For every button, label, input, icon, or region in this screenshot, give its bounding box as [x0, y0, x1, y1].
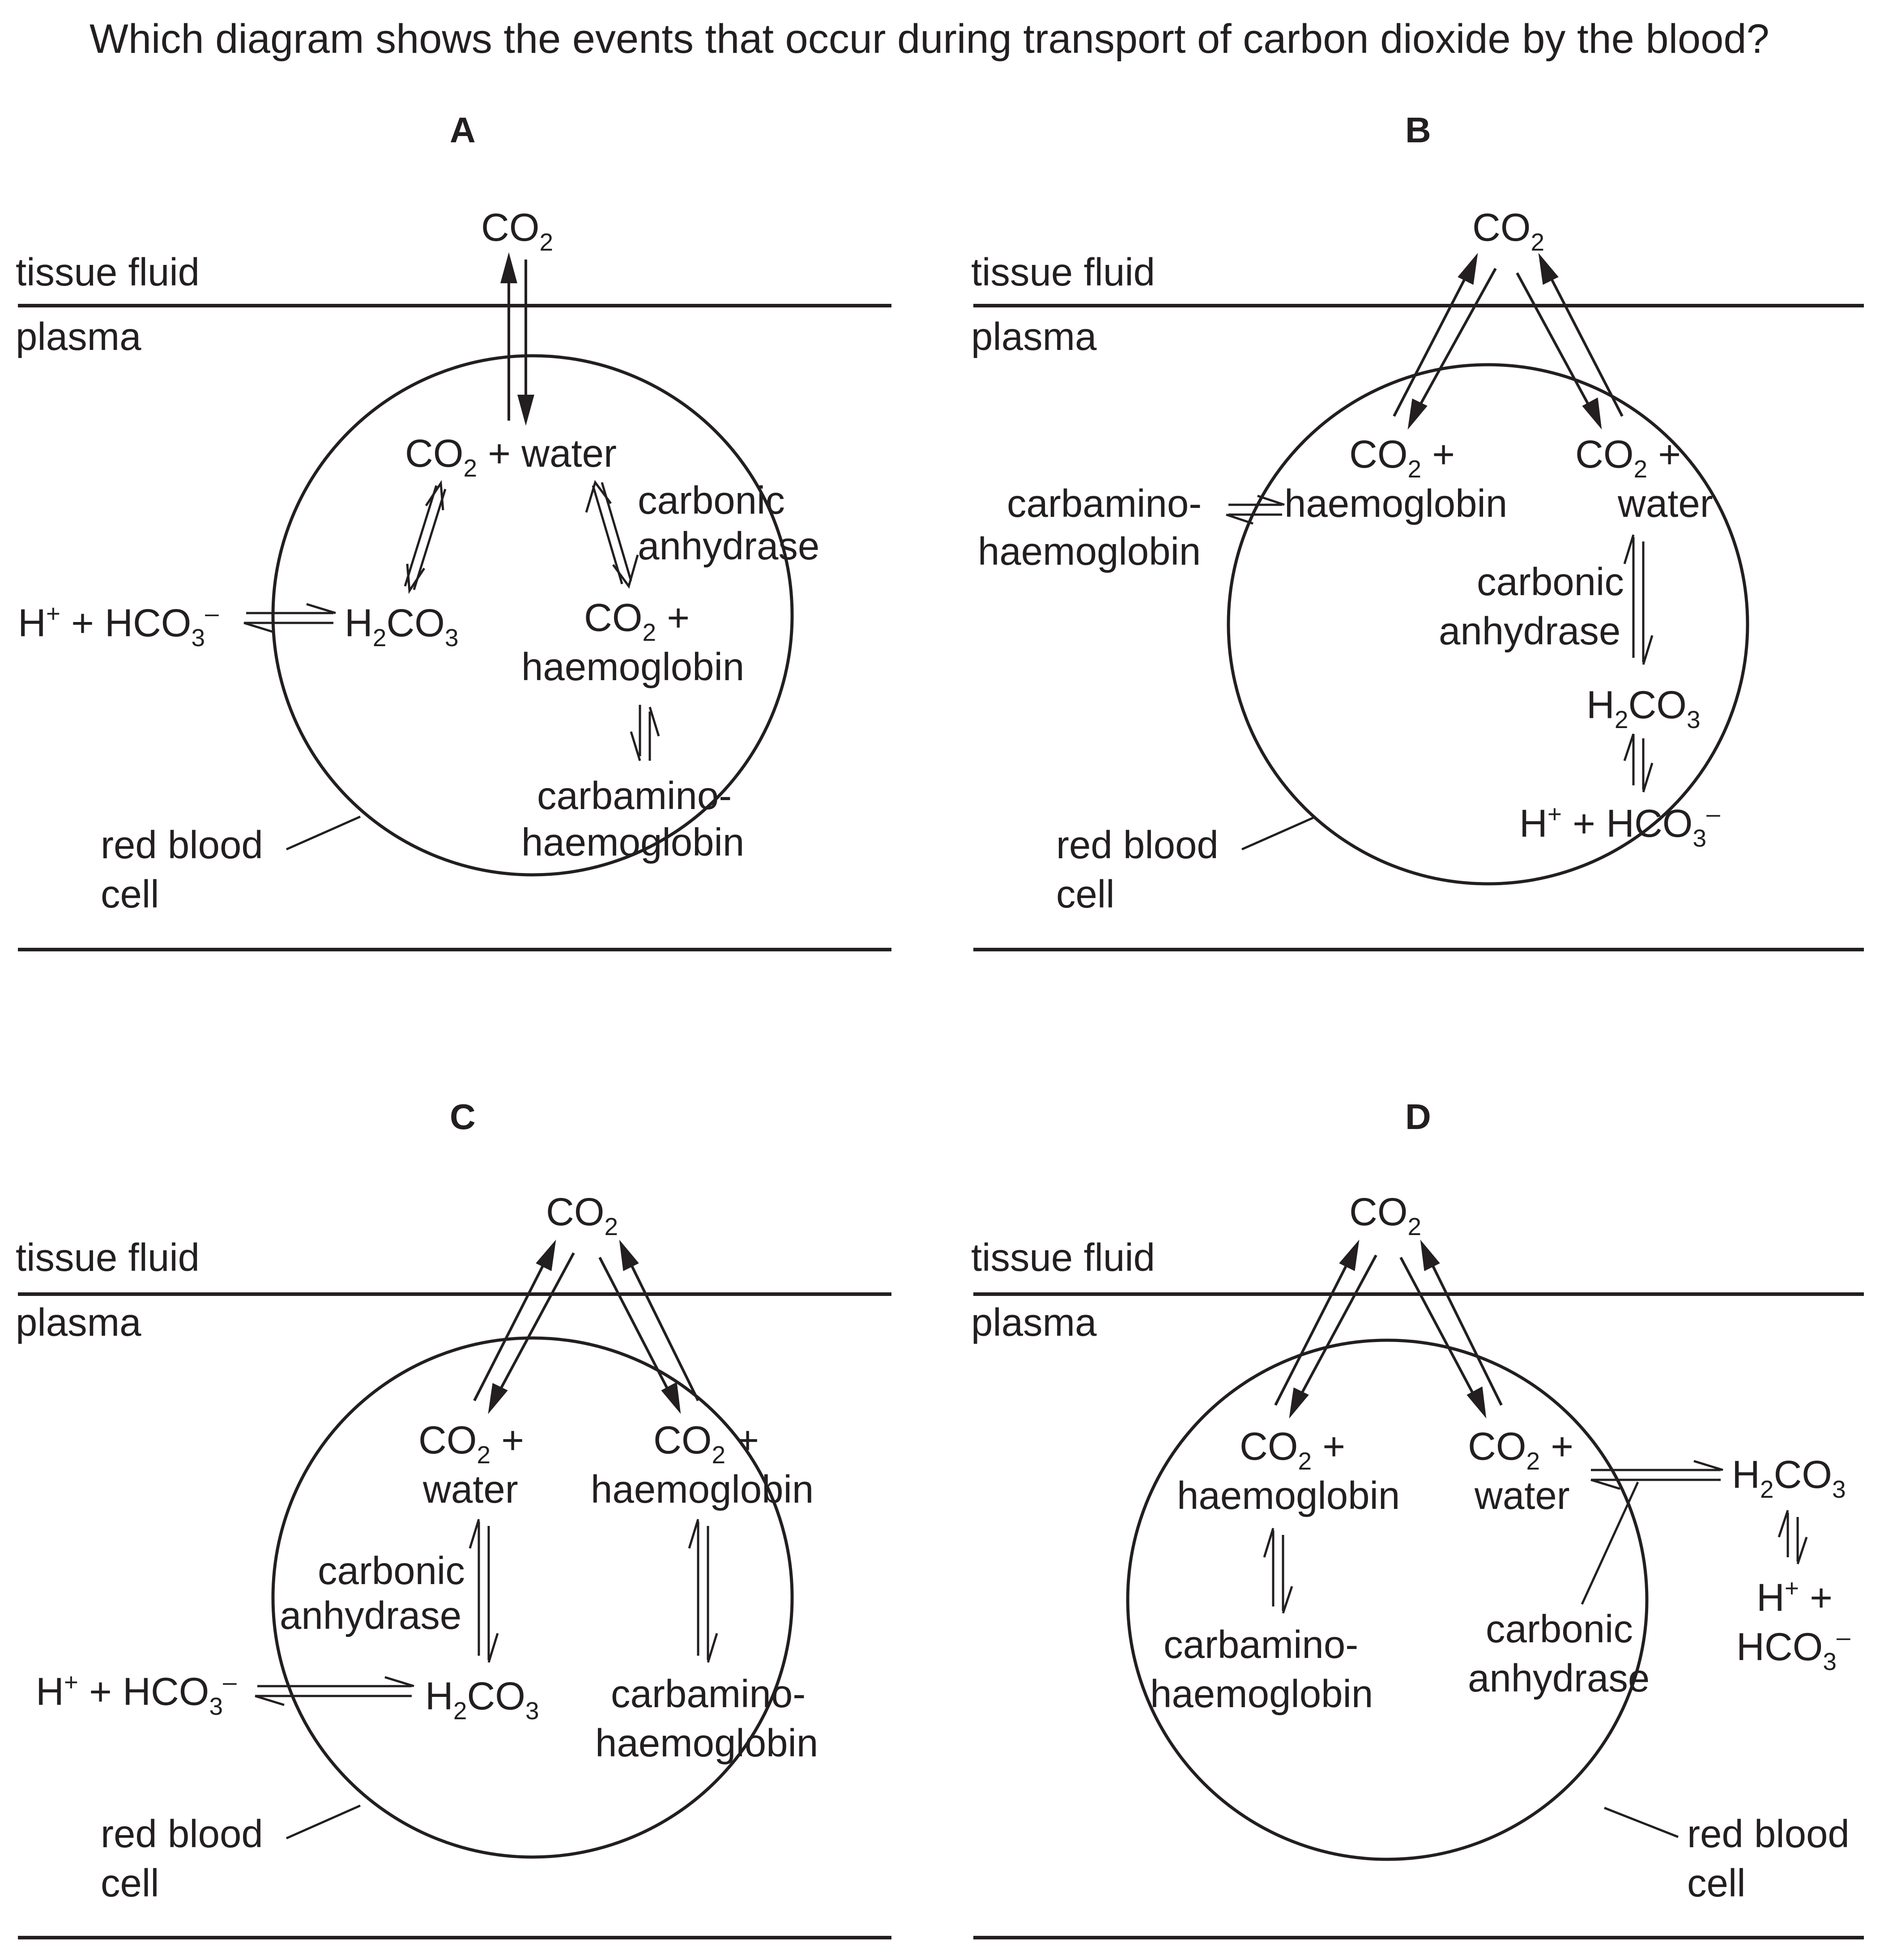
- anhydrase-label: anhydrase: [638, 524, 819, 568]
- haemoglobin-label: haemoglobin: [1177, 1474, 1400, 1517]
- pointer-line: [1241, 815, 1317, 851]
- tissue-fluid-label: tissue fluid: [16, 251, 200, 294]
- h-hco3-label: H+ + HCO3–: [18, 599, 219, 652]
- co2-label: CO2: [1349, 1190, 1421, 1240]
- water-label: water: [422, 1468, 518, 1511]
- co2-label: CO2: [546, 1190, 618, 1240]
- equilibrium-arrow: [630, 705, 660, 761]
- equilibrium-arrow: [1263, 1528, 1293, 1614]
- red-blood-label: red blood: [1056, 823, 1219, 867]
- equilibrium-arrow: [255, 1676, 414, 1706]
- co2-label: CO2: [481, 206, 553, 256]
- haemoglobin-label: haemoglobin: [1284, 482, 1507, 525]
- co2-water-label: CO2 + water: [405, 432, 617, 482]
- carbamino-label: carbamino-: [611, 1672, 806, 1716]
- red-blood-cell: [1126, 1338, 1649, 1861]
- red-blood-label: red blood: [1687, 1812, 1850, 1856]
- carbamino-label: carbamino-: [1007, 482, 1202, 525]
- plasma-label: plasma: [16, 1301, 141, 1344]
- anhydrase-label: anhydrase: [1439, 609, 1620, 653]
- option-d-letter: D: [1405, 1097, 1431, 1137]
- cell-label: cell: [1056, 873, 1115, 916]
- equilibrium-arrow: [1590, 1460, 1723, 1490]
- co2-haemoglobin-label: CO2 +: [584, 596, 690, 646]
- hco3-label: HCO3–: [1736, 1623, 1850, 1675]
- cell-label: cell: [101, 1862, 159, 1905]
- equilibrium-arrow: [469, 1519, 499, 1663]
- option-c-panel: C CO2 tissue fluid plasma CO2 + water CO…: [16, 1097, 891, 1939]
- h2co3-label: H2CO3: [425, 1675, 539, 1725]
- option-a-panel: A CO2 tissue fluid plasma CO2 + water ca: [16, 110, 891, 951]
- equilibrium-arrow: [1778, 1510, 1808, 1564]
- co2-exchange-arrows: [500, 252, 534, 426]
- equilibrium-arrow: [1623, 534, 1654, 665]
- equilibrium-arrow: [1623, 733, 1654, 793]
- h2co3-label: H2CO3: [1732, 1453, 1846, 1503]
- co2-label: CO2: [1472, 206, 1544, 256]
- red-blood-cell: [271, 354, 794, 877]
- h2co3-label: H2CO3: [1586, 683, 1701, 733]
- carbamino-label: carbamino-: [537, 774, 732, 818]
- anhydrase-label: anhydrase: [1468, 1657, 1650, 1700]
- co2-haemoglobin-label: CO2 +: [1349, 433, 1455, 483]
- co2-exchange-arrows: [1274, 1240, 1503, 1419]
- red-blood-label: red blood: [101, 823, 263, 867]
- cell-label: cell: [1687, 1862, 1746, 1905]
- co2-water-label: CO2 +: [418, 1419, 524, 1469]
- carbonic-label: carbonic: [1486, 1607, 1633, 1651]
- plasma-label: plasma: [16, 315, 141, 358]
- haemoglobin-label: haemoglobin: [591, 1468, 814, 1511]
- tissue-fluid-label: tissue fluid: [971, 251, 1155, 294]
- equilibrium-arrow: [243, 603, 336, 633]
- co2-exchange-arrows: [1393, 253, 1624, 430]
- tissue-fluid-label: tissue fluid: [16, 1236, 200, 1279]
- pointer-line: [1581, 1481, 1639, 1605]
- red-blood-cell: [1227, 363, 1749, 886]
- carbonic-label: carbonic: [1477, 560, 1624, 604]
- co2-haemoglobin-label: CO2 +: [1240, 1425, 1345, 1475]
- co2-water-label: CO2 +: [1575, 433, 1681, 483]
- pointer-line: [286, 815, 361, 851]
- haemoglobin-label: haemoglobin: [1150, 1672, 1373, 1716]
- carbonic-label: carbonic: [638, 479, 785, 522]
- h2co3-label: H2CO3: [345, 601, 459, 652]
- haemoglobin-label: haemoglobin: [978, 530, 1201, 573]
- water-label: water: [1474, 1474, 1570, 1517]
- option-b-letter: B: [1405, 110, 1431, 150]
- anhydrase-label: anhydrase: [280, 1594, 461, 1637]
- equilibrium-arrow: [688, 1519, 718, 1663]
- carbamino-label: carbamino-: [1164, 1623, 1358, 1666]
- co2-haemoglobin-label: CO2 +: [653, 1419, 759, 1469]
- plasma-label: plasma: [971, 1301, 1097, 1344]
- option-c-letter: C: [450, 1097, 476, 1137]
- plasma-label: plasma: [971, 315, 1097, 358]
- tissue-fluid-label: tissue fluid: [971, 1236, 1155, 1279]
- haemoglobin-label: haemoglobin: [521, 821, 744, 864]
- h-hco3-label: H+ + HCO3–: [36, 1668, 237, 1720]
- haemoglobin-label: haemoglobin: [521, 645, 744, 689]
- h-hco3-label: H+ + HCO3–: [1519, 800, 1720, 852]
- water-label: water: [1617, 482, 1713, 525]
- option-b-panel: B CO2 tissue fluid plasma CO2 + haemoglo…: [971, 110, 1864, 951]
- carbonic-label: carbonic: [318, 1549, 465, 1593]
- haemoglobin-label: haemoglobin: [595, 1721, 818, 1765]
- pointer-line: [286, 1804, 361, 1840]
- co2-exchange-arrows: [473, 1240, 699, 1415]
- co2-water-label: CO2 +: [1468, 1425, 1573, 1475]
- cell-label: cell: [101, 873, 159, 916]
- option-a-letter: A: [450, 110, 476, 150]
- equilibrium-arrow: [404, 480, 447, 594]
- pointer-line: [1604, 1807, 1679, 1838]
- red-blood-cell: [271, 1336, 794, 1859]
- question-text: Which diagram shows the events that occu…: [90, 16, 1769, 62]
- red-blood-label: red blood: [101, 1812, 263, 1856]
- option-d-panel: D CO2 tissue fluid plasma CO2 + haemoglo…: [971, 1097, 1864, 1939]
- h-plus-label: H+ +: [1756, 1574, 1833, 1619]
- equilibrium-arrow: [1226, 494, 1285, 525]
- equilibrium-arrow: [585, 480, 639, 589]
